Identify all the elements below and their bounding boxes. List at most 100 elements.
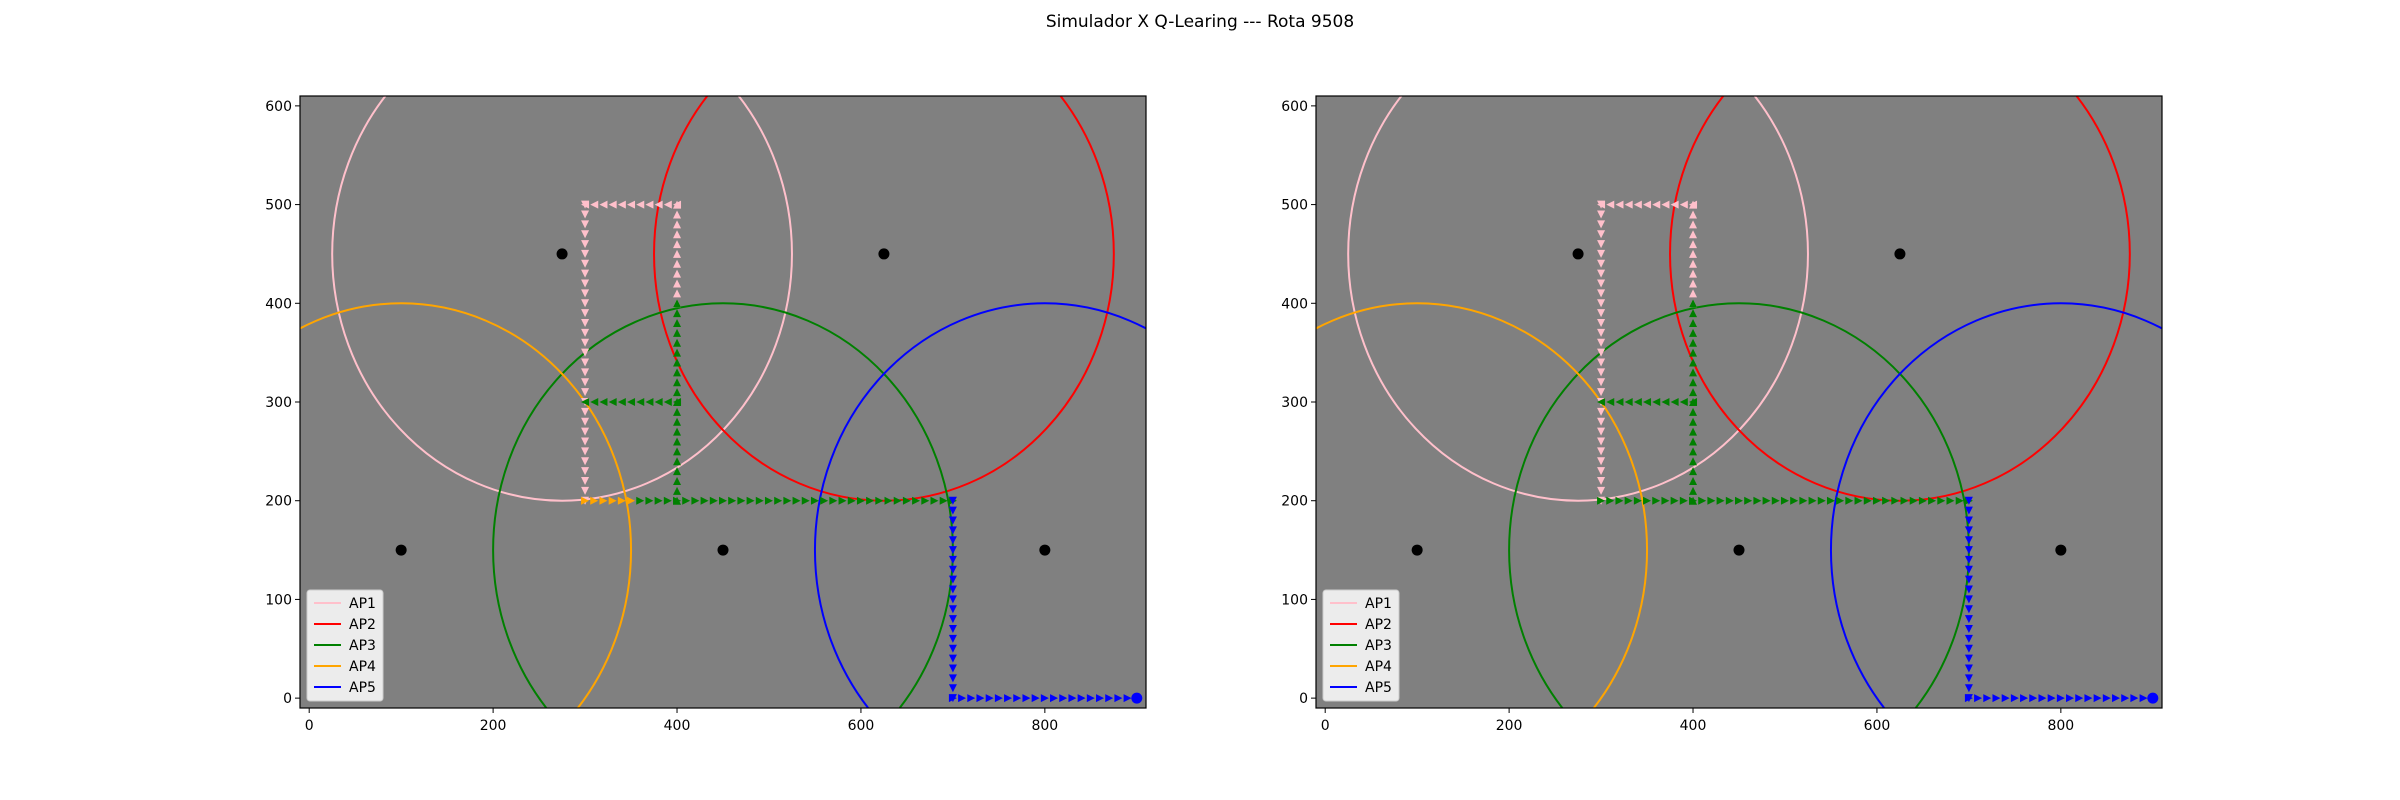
y-tick-label: 200 xyxy=(265,494,292,510)
route-marker xyxy=(1983,694,1992,703)
route-marker xyxy=(829,496,838,505)
route-marker xyxy=(1597,289,1606,298)
route-marker xyxy=(1817,496,1826,505)
route-marker xyxy=(673,240,682,249)
route-marker xyxy=(1689,358,1698,367)
route-marker xyxy=(663,496,672,505)
route-marker xyxy=(1615,398,1624,406)
route-marker xyxy=(1964,664,1973,673)
route-marker xyxy=(673,328,682,337)
route-marker xyxy=(1597,200,1606,209)
route-marker xyxy=(2093,694,2102,703)
route-marker xyxy=(856,496,865,505)
coverage-circle-ap2 xyxy=(653,96,1115,502)
route-marker xyxy=(608,200,617,209)
x-tick-label: 400 xyxy=(1680,718,1707,734)
y-tick-label: 500 xyxy=(1281,198,1308,214)
route-marker xyxy=(875,496,884,505)
route-marker xyxy=(948,615,957,624)
route-marker xyxy=(581,407,590,416)
route-marker xyxy=(673,407,682,416)
route-marker xyxy=(1022,694,1031,703)
route-marker xyxy=(1597,240,1606,249)
route-marker xyxy=(1689,249,1698,258)
route-marker xyxy=(1059,694,1068,703)
route-marker xyxy=(1606,398,1615,406)
route-marker xyxy=(673,299,682,308)
legend-label: AP3 xyxy=(1365,638,1392,654)
coverage-circle-ap5 xyxy=(814,302,1146,708)
route-marker xyxy=(1689,319,1698,328)
route-marker xyxy=(948,694,957,703)
route-marker xyxy=(1689,388,1698,397)
ap-location-point xyxy=(1411,544,1423,556)
route-marker xyxy=(673,249,682,258)
route-marker xyxy=(1597,259,1606,268)
route-marker xyxy=(1891,496,1900,505)
route-marker xyxy=(1689,496,1698,505)
route-marker xyxy=(700,496,709,505)
route-marker xyxy=(673,398,682,406)
plot-area xyxy=(300,96,1146,708)
ap-location-point xyxy=(1572,248,1584,260)
route-marker xyxy=(1882,496,1891,505)
y-tick-label: 200 xyxy=(1281,494,1308,510)
legend-label: AP1 xyxy=(1365,596,1392,612)
route-marker xyxy=(948,625,957,634)
route-marker xyxy=(1004,694,1013,703)
legend: AP1 AP2 AP3 AP4 AP5 xyxy=(1322,589,1400,702)
route-marker xyxy=(948,654,957,663)
route-marker xyxy=(1836,496,1845,505)
route-marker xyxy=(673,279,682,288)
route-marker xyxy=(581,289,590,298)
route-marker xyxy=(673,486,682,495)
route-marker xyxy=(1689,269,1698,278)
route-marker xyxy=(948,516,957,525)
route-marker xyxy=(1937,496,1946,505)
legend-label: AP3 xyxy=(349,638,376,654)
route-marker xyxy=(581,427,590,436)
route-end-point xyxy=(2147,692,2159,704)
route-marker xyxy=(1689,437,1698,446)
route-marker xyxy=(2001,694,2010,703)
route-marker xyxy=(1040,694,1049,703)
route-marker xyxy=(581,230,590,239)
route-marker xyxy=(673,388,682,397)
route-marker xyxy=(2066,694,2075,703)
legend-label: AP4 xyxy=(349,659,376,675)
route-marker xyxy=(948,595,957,604)
plot-content xyxy=(300,96,1146,708)
route-end-point xyxy=(1131,692,1143,704)
route-marker xyxy=(1762,496,1771,505)
route-marker xyxy=(2139,694,2148,703)
route-marker xyxy=(810,496,819,505)
route-marker xyxy=(2084,694,2093,703)
route-marker xyxy=(581,249,590,258)
route-marker xyxy=(2130,694,2139,703)
route-marker xyxy=(1615,200,1624,209)
route-marker xyxy=(581,486,590,495)
route-marker xyxy=(673,378,682,387)
route-marker xyxy=(1597,467,1606,476)
route-marker xyxy=(948,634,957,643)
route-marker xyxy=(737,496,746,505)
route-marker xyxy=(746,496,755,505)
route-marker xyxy=(590,398,599,406)
route-marker xyxy=(1964,506,1973,515)
route-marker xyxy=(581,476,590,485)
route-marker xyxy=(884,496,893,505)
route-marker xyxy=(1780,496,1789,505)
route-marker xyxy=(1633,200,1642,209)
route-marker xyxy=(2102,694,2111,703)
route-marker xyxy=(709,496,718,505)
ap-location-point xyxy=(717,544,729,556)
route-marker xyxy=(1689,398,1698,406)
route-marker xyxy=(967,694,976,703)
route-marker xyxy=(893,496,902,505)
route-marker xyxy=(581,348,590,357)
route-marker xyxy=(1597,457,1606,466)
legend-label: AP4 xyxy=(1365,659,1392,675)
route-marker xyxy=(2112,694,2121,703)
route-marker xyxy=(1679,496,1688,505)
route-marker xyxy=(1679,398,1688,406)
